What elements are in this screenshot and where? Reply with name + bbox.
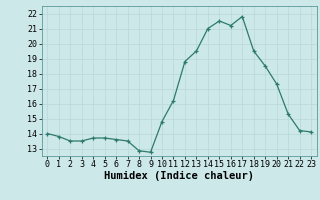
X-axis label: Humidex (Indice chaleur): Humidex (Indice chaleur) [104, 171, 254, 181]
